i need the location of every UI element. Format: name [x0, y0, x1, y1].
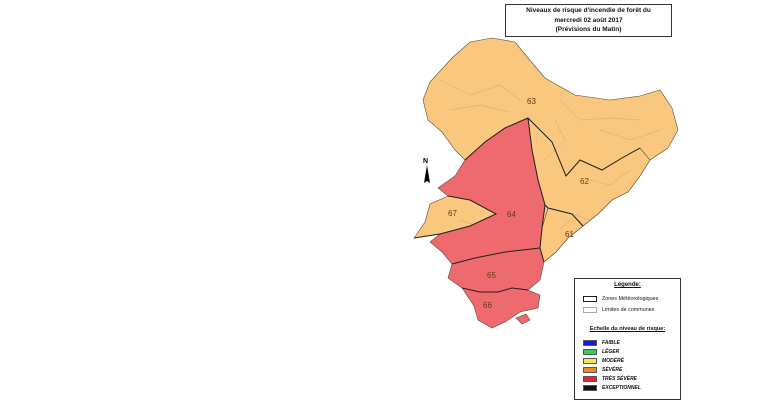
swatch-exceptionnel	[583, 385, 597, 391]
swatch-leger	[583, 349, 597, 355]
meteo-zone-borders	[413, 117, 641, 293]
zone-label-67: 67	[448, 209, 457, 218]
scale-label-faible: FAIBLE	[602, 340, 620, 346]
legend-communes-row: Limites de communes	[583, 307, 654, 313]
commune-border-swatch	[583, 307, 597, 313]
scale-row-exceptionnel: EXCEPTIONNEL	[583, 385, 641, 391]
north-letter: N	[423, 158, 428, 165]
legend-communes-label: Limites de communes	[602, 307, 655, 313]
scale-label-tres-severe: TRÈS SÉVÈRE	[602, 376, 638, 382]
swatch-faible	[583, 340, 597, 346]
scale-row-leger: LÉGER	[583, 349, 619, 355]
scale-row-faible: FAIBLE	[583, 340, 620, 346]
legend-zones-row: Zones Météorologiques	[583, 296, 658, 302]
legend-zones-label: Zones Météorologiques	[602, 296, 659, 302]
scale-row-modere: MODÉRÉ	[583, 358, 624, 364]
swatch-tres-severe	[583, 376, 597, 382]
scale-label-modere: MODÉRÉ	[602, 358, 624, 364]
scale-label-exceptionnel: EXCEPTIONNEL	[602, 385, 641, 391]
swatch-severe	[583, 367, 597, 373]
legend-title: Légende:	[614, 282, 641, 288]
swatch-modere	[583, 358, 597, 364]
island-area	[515, 313, 531, 325]
zone-label-61: 61	[565, 230, 574, 239]
legend-box: Légende: Zones Météorologiques Limites d…	[574, 278, 681, 400]
map-title-line1: Niveaux de risque d'incendie de forêt du	[526, 7, 651, 14]
north-arrow-icon: N	[420, 155, 434, 185]
map-title-line3: (Prévisions du Matin)	[555, 26, 622, 33]
zone-border-swatch	[583, 296, 597, 302]
zone-label-64: 64	[507, 210, 516, 219]
scale-label-severe: SÉVÈRE	[602, 367, 623, 373]
commune-boundaries	[439, 79, 661, 306]
zone-66-area	[461, 287, 541, 329]
zone-label-66: 66	[483, 301, 492, 310]
zone-label-65: 65	[487, 271, 496, 280]
scale-row-severe: SÉVÈRE	[583, 367, 622, 373]
map-title-box: Niveaux de risque d'incendie de forêt du…	[505, 4, 672, 37]
scale-label-leger: LÉGER	[602, 349, 620, 355]
scale-row-tres-severe: TRÈS SÉVÈRE	[583, 376, 637, 382]
zone-label-63: 63	[527, 97, 536, 106]
scale-title: Echelle du niveau de risque:	[589, 326, 666, 332]
zone-label-62: 62	[580, 177, 589, 186]
map-title-line2: mercredi 02 août 2017	[554, 16, 623, 24]
